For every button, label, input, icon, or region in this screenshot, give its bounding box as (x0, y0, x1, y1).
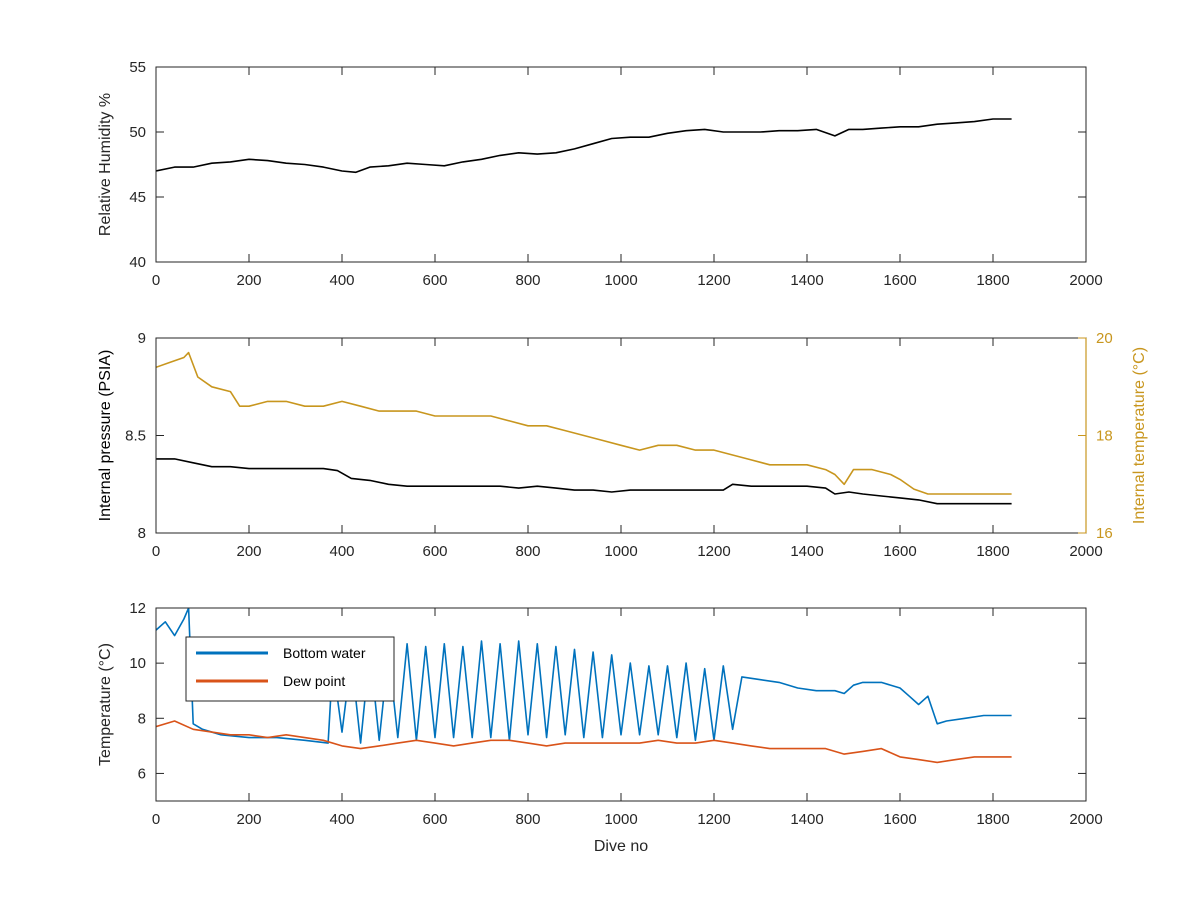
y-right-tick-label: 18 (1096, 428, 1113, 445)
legend-box (185, 636, 395, 702)
y-tick-label: 9 (138, 330, 146, 347)
x-tick-label: 2000 (1069, 811, 1102, 828)
y-axis-label: Internal pressure (PSIA) (97, 350, 114, 522)
x-tick-label: 2000 (1069, 272, 1102, 289)
x-tick-label: 800 (515, 543, 540, 560)
series-line-1-1 (156, 118, 1012, 174)
x-tick-label: 1800 (976, 272, 1009, 289)
y-right-tick-label: 16 (1096, 525, 1113, 542)
x-tick-label: 800 (515, 811, 540, 828)
y-axis-label: Relative Humidity % (97, 93, 114, 236)
y-tick-label: 40 (129, 254, 146, 271)
x-tick-label: 1600 (883, 811, 916, 828)
x-tick-label: 0 (152, 543, 160, 560)
x-tick-label: 600 (422, 543, 447, 560)
chart-panel-1: 0 200 400 600 800 1000 1200 1400 1600 1800 2000 40 4… (97, 59, 1103, 289)
x-tick-label: 600 (422, 811, 447, 828)
x-tick-label: 1200 (697, 543, 730, 560)
x-tick-label: 400 (329, 811, 354, 828)
y-tick-label: 45 (129, 189, 146, 206)
x-tick-label: 1400 (790, 272, 823, 289)
x-tick-label: 1000 (604, 811, 637, 828)
x-tick-label: 0 (152, 811, 160, 828)
legend-entry-label: Bottom water (283, 645, 366, 661)
x-tick-label: 200 (236, 811, 261, 828)
x-tick-label: 1600 (883, 272, 916, 289)
legend: Bottom water Dew point (185, 636, 395, 702)
x-tick-label: 1800 (976, 811, 1009, 828)
x-tick-label: 2000 (1069, 543, 1102, 560)
series-line-3-2 (156, 720, 1012, 764)
x-tick-label: 400 (329, 543, 354, 560)
x-tick-label: 1400 (790, 811, 823, 828)
y-right-axis-label: Internal temperature (°C) (1131, 347, 1148, 524)
y-tick-label: 55 (129, 59, 146, 76)
x-tick-label: 1800 (976, 543, 1009, 560)
x-tick-label: 1600 (883, 543, 916, 560)
x-tick-label: 0 (152, 272, 160, 289)
y-tick-label: 10 (129, 655, 146, 672)
x-axis-label: Dive no (594, 838, 648, 855)
x-tick-label: 400 (329, 272, 354, 289)
y-tick-label: 8 (138, 710, 146, 727)
x-tick-label: 1400 (790, 543, 823, 560)
x-tick-label: 1200 (697, 272, 730, 289)
y-tick-label: 12 (129, 600, 146, 617)
y-tick-label: 8 (138, 525, 146, 542)
x-tick-label: 200 (236, 272, 261, 289)
y-axis-label: Temperature (°C) (97, 643, 114, 766)
series-line-2-1 (156, 458, 1012, 505)
y-tick-label: 8.5 (125, 428, 146, 445)
legend-entry-label: Dew point (283, 673, 345, 689)
x-tick-label: 1000 (604, 272, 637, 289)
x-tick-label: 800 (515, 272, 540, 289)
chart-panel-2: 0 200 400 600 800 1000 1200 1400 1600 1800 2000 8 8.… (97, 330, 1148, 560)
y-right-tick-label: 20 (1096, 330, 1113, 347)
y-tick-label: 50 (129, 124, 146, 141)
chart-panel-3: 0 200 400 600 800 1000 1200 1400 1600 1800 2000 6 8 1… (97, 600, 1103, 855)
x-tick-label: 1000 (604, 543, 637, 560)
x-tick-label: 600 (422, 272, 447, 289)
series-line-2-2 (156, 351, 1012, 495)
x-tick-label: 200 (236, 543, 261, 560)
y-tick-label: 6 (138, 765, 146, 782)
x-tick-label: 1200 (697, 811, 730, 828)
chart-panels: 0 200 400 600 800 1000 1200 1400 1600 1800 2000404… (97, 59, 1148, 855)
